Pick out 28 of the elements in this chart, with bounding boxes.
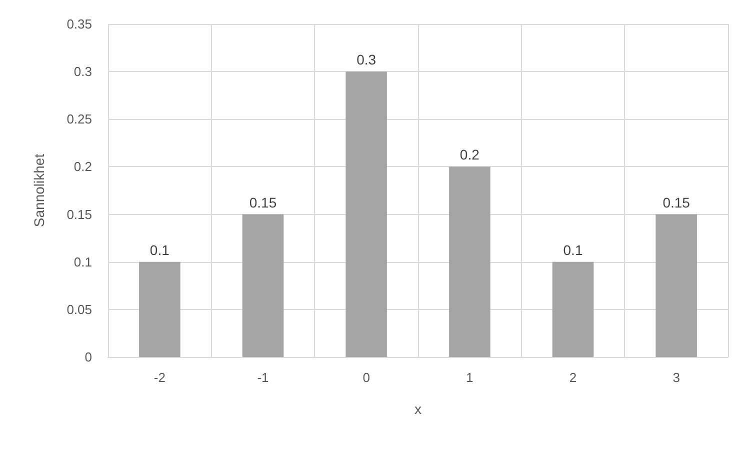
- x-tick-label: 3: [672, 370, 680, 385]
- data-label: 0.1: [150, 242, 170, 258]
- y-tick-label: 0.2: [74, 159, 92, 174]
- bar: [139, 262, 180, 357]
- y-tick-label: 0.15: [66, 206, 92, 222]
- data-label: 0.15: [662, 194, 690, 210]
- y-tick-label: 0.3: [74, 64, 92, 80]
- x-tick-label: 2: [569, 370, 577, 385]
- y-tick-label: 0: [84, 350, 92, 364]
- data-label: 0.15: [249, 194, 277, 210]
- x-tick-label: 1: [466, 370, 474, 385]
- bar: [449, 166, 490, 357]
- data-label: 0.2: [460, 146, 480, 163]
- y-axis-title: Sannolikhet: [31, 154, 47, 228]
- bar: [656, 214, 697, 357]
- x-tick-label: 0: [362, 370, 370, 385]
- x-tick-label: -1: [257, 370, 269, 385]
- bar: [346, 72, 387, 357]
- bar: [242, 214, 284, 357]
- bar: [552, 262, 594, 357]
- y-tick-label: 0.05: [66, 302, 92, 317]
- y-tick-label: 0.1: [74, 254, 92, 270]
- data-label: 0.1: [563, 242, 583, 258]
- y-tick-label: 0.35: [66, 16, 92, 32]
- x-tick-label: -2: [154, 370, 166, 385]
- x-axis-title: x: [414, 401, 422, 417]
- y-tick-label: 0.25: [66, 112, 92, 127]
- data-label: 0.3: [356, 52, 376, 68]
